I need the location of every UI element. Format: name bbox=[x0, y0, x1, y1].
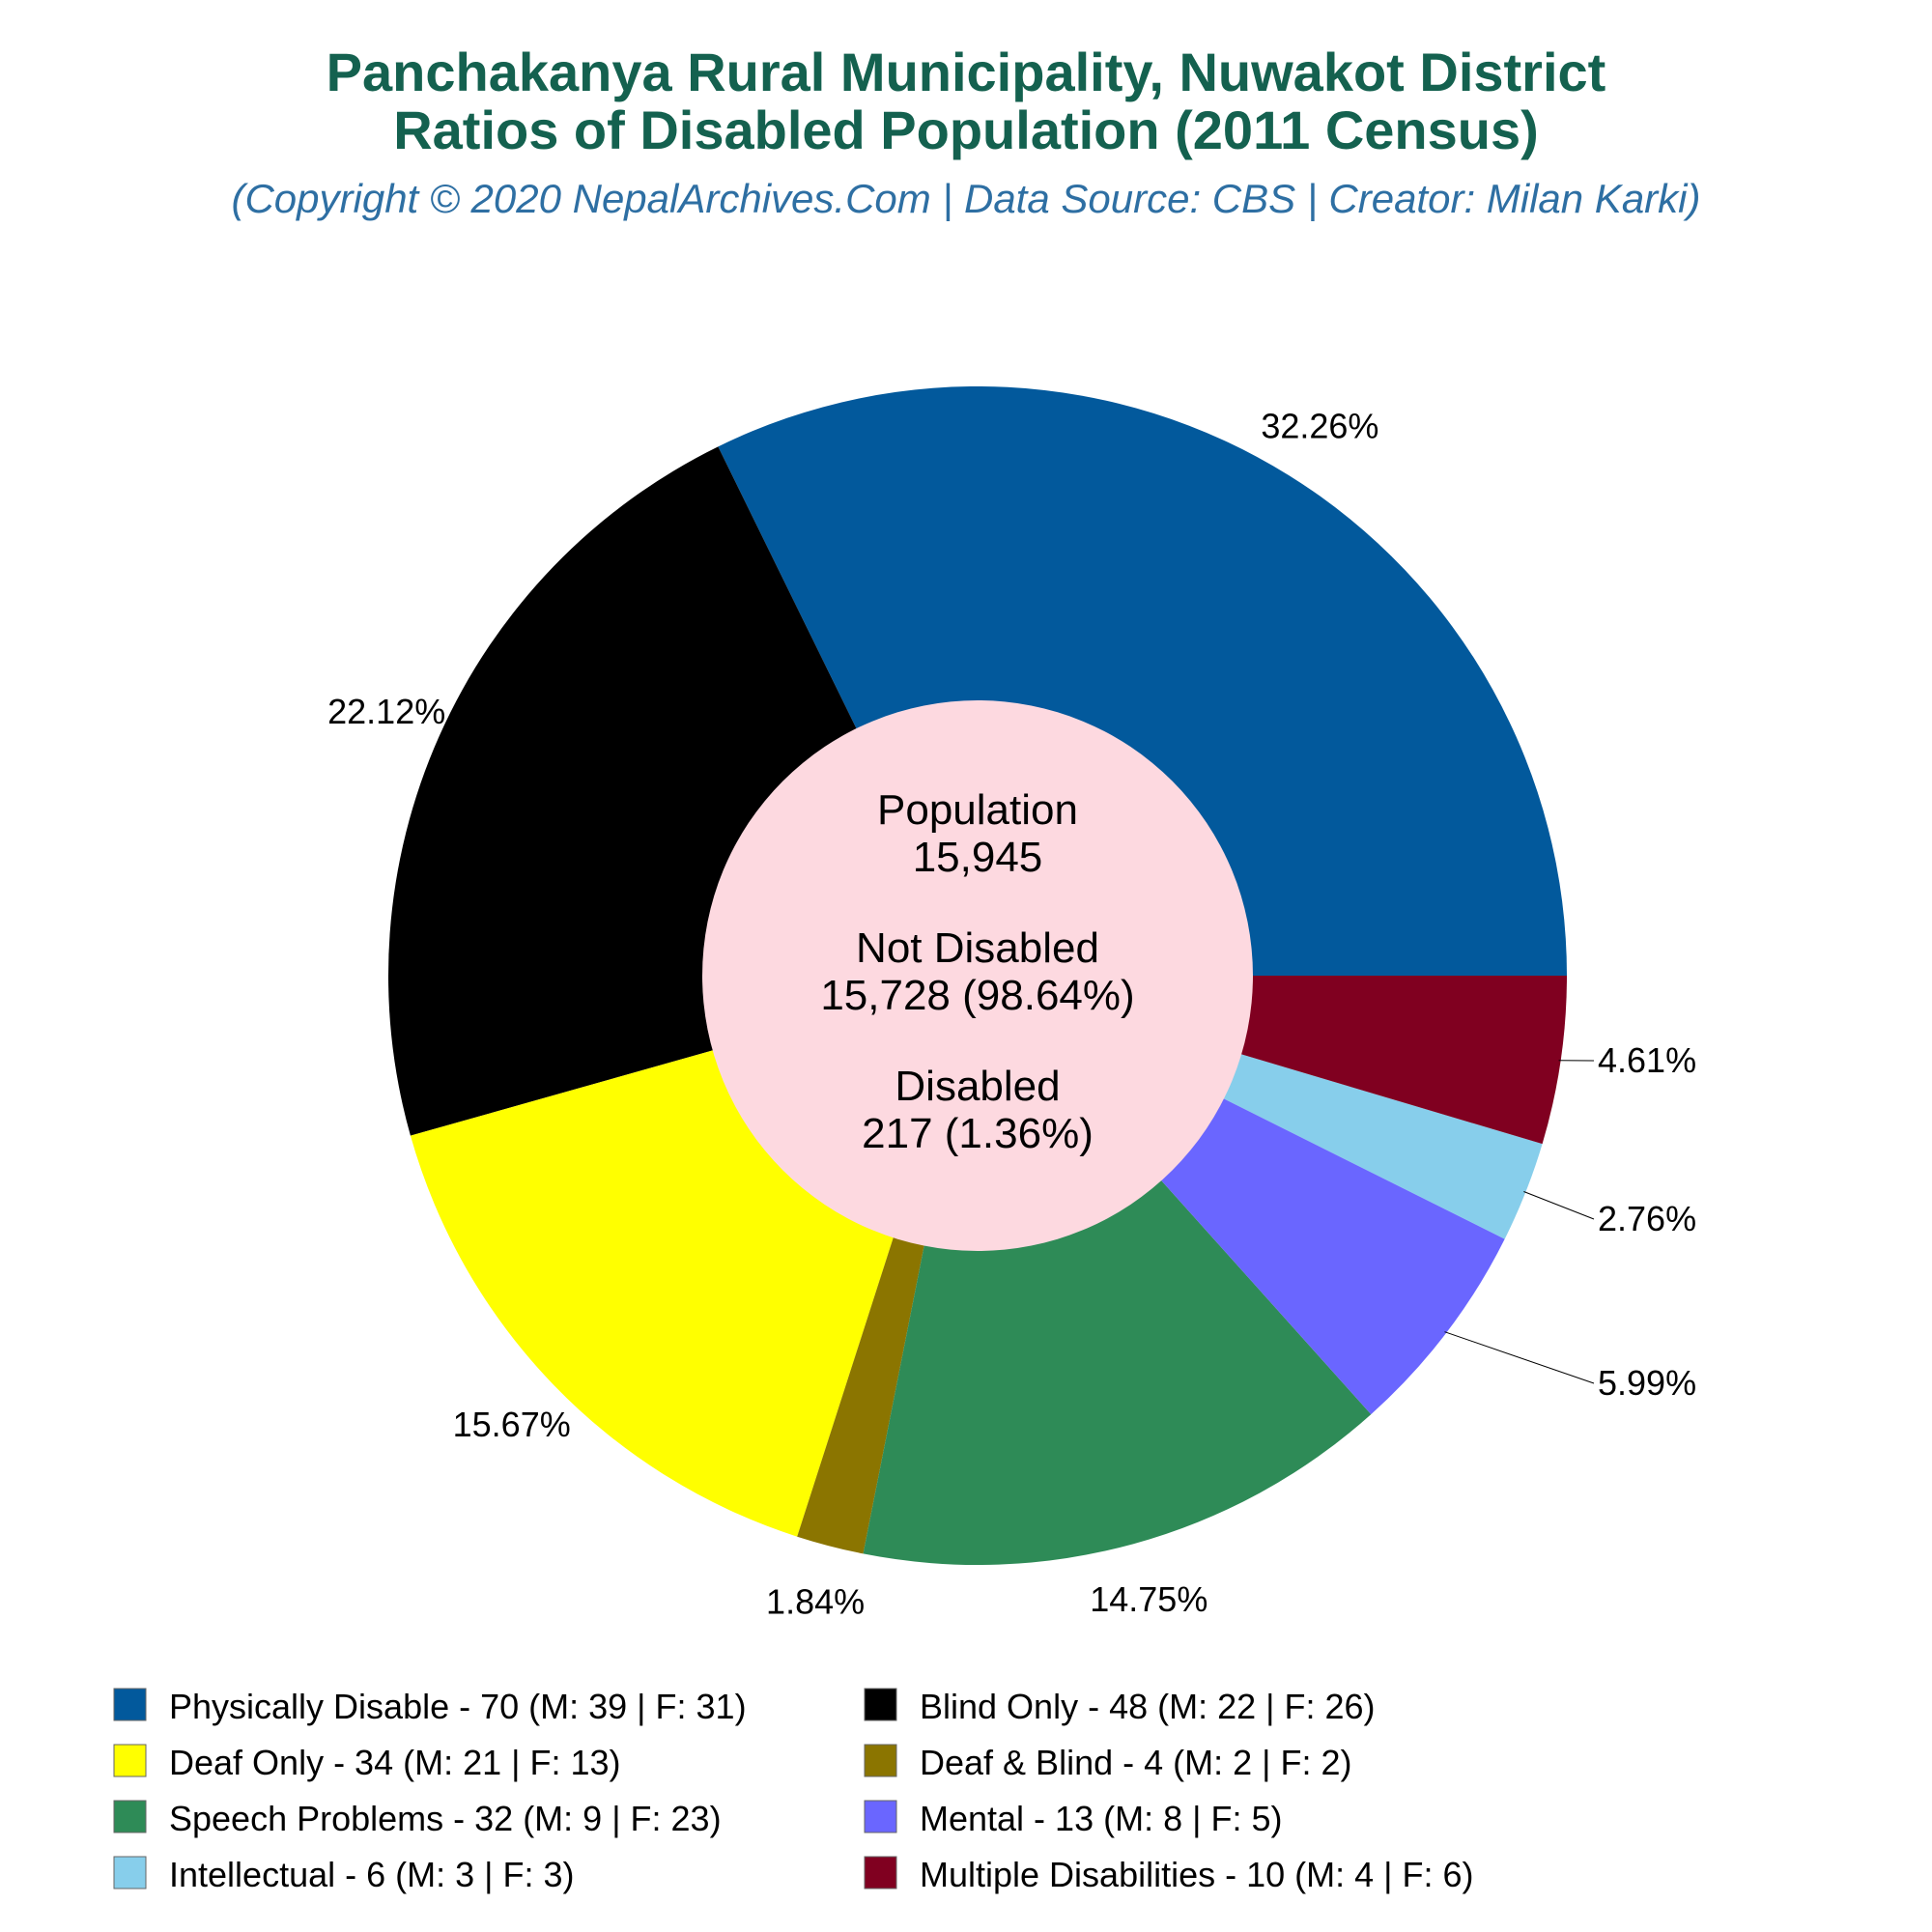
percent-label: 5.99% bbox=[1598, 1363, 1696, 1403]
legend-label: Speech Problems - 32 (M: 9 | F: 23) bbox=[169, 1799, 722, 1838]
legend-swatch bbox=[113, 1800, 147, 1833]
percent-label: 2.76% bbox=[1598, 1199, 1696, 1238]
percent-label: 32.26% bbox=[1261, 406, 1378, 445]
legend-label: Multiple Disabilities - 10 (M: 4 | F: 6) bbox=[920, 1855, 1474, 1894]
legend-label: Intellectual - 6 (M: 3 | F: 3) bbox=[169, 1855, 574, 1894]
center-population-value: 15,945 bbox=[913, 834, 1043, 881]
chart-title-line2: Ratios of Disabled Population (2011 Cens… bbox=[393, 99, 1539, 160]
legend-swatch bbox=[864, 1688, 897, 1721]
legend-label: Deaf Only - 34 (M: 21 | F: 13) bbox=[169, 1743, 621, 1782]
legend: Physically Disable - 70 (M: 39 | F: 31) B… bbox=[113, 1687, 1474, 1894]
legend-swatch bbox=[113, 1744, 147, 1777]
legend-swatch bbox=[113, 1856, 147, 1889]
percent-label: 1.84% bbox=[766, 1582, 865, 1622]
chart-subtitle: (Copyright © 2020 NepalArchives.Com | Da… bbox=[231, 176, 1700, 222]
center-not-disabled-value: 15,728 (98.64%) bbox=[820, 972, 1134, 1019]
legend-swatch bbox=[113, 1688, 147, 1721]
leader-lines bbox=[1444, 1060, 1595, 1384]
legend-label: Deaf & Blind - 4 (M: 2 | F: 2) bbox=[920, 1743, 1352, 1782]
legend-label: Blind Only - 48 (M: 22 | F: 26) bbox=[920, 1687, 1376, 1726]
percent-label: 22.12% bbox=[327, 692, 445, 731]
leader-line bbox=[1523, 1191, 1595, 1220]
legend-swatch bbox=[864, 1856, 897, 1889]
leader-line bbox=[1444, 1331, 1595, 1384]
center-disabled-label: Disabled bbox=[895, 1063, 1060, 1110]
legend-label: Mental - 13 (M: 8 | F: 5) bbox=[920, 1799, 1282, 1838]
legend-swatch bbox=[864, 1800, 897, 1833]
legend-label: Physically Disable - 70 (M: 39 | F: 31) bbox=[169, 1687, 747, 1726]
center-not-disabled-label: Not Disabled bbox=[856, 924, 1099, 972]
legend-swatch bbox=[864, 1744, 897, 1777]
center-circle bbox=[702, 700, 1253, 1251]
percent-label: 15.67% bbox=[453, 1405, 571, 1444]
chart-title-line1: Panchakanya Rural Municipality, Nuwakot … bbox=[327, 42, 1606, 102]
percent-labels: 32.26% 22.12% 15.67% 1.84% 14.75% 5.99% 2.76% 4… bbox=[327, 406, 1696, 1621]
center-disabled-value: 217 (1.36%) bbox=[862, 1110, 1094, 1157]
center-population-label: Population bbox=[877, 786, 1078, 834]
percent-label: 4.61% bbox=[1598, 1040, 1696, 1080]
percent-label: 14.75% bbox=[1090, 1579, 1208, 1619]
